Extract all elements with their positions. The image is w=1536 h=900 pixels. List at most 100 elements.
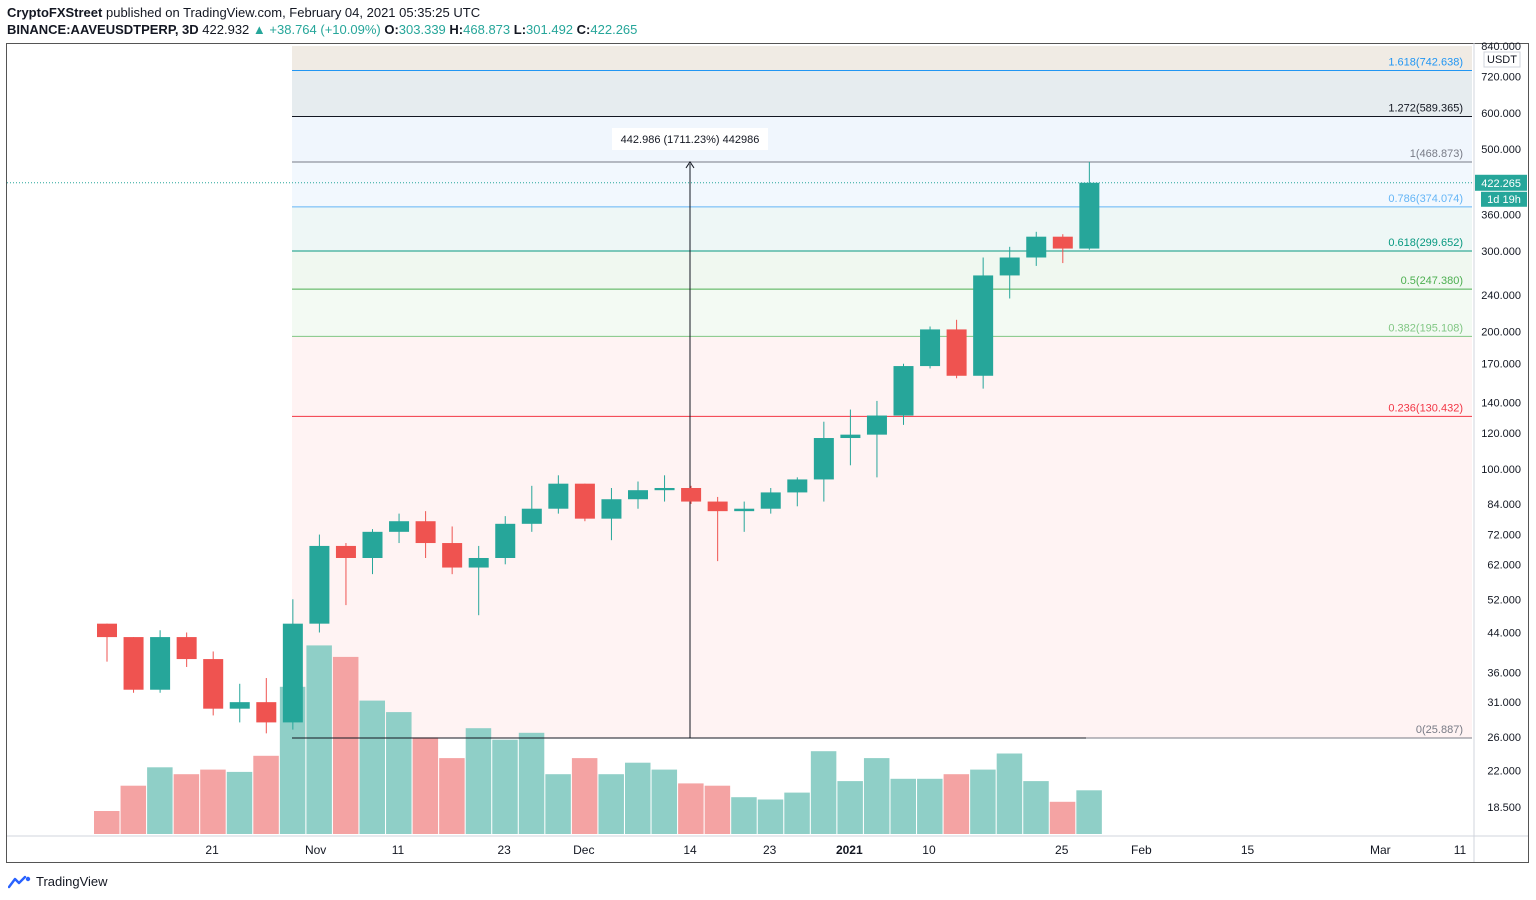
price-tick-label: 720.000 bbox=[1481, 72, 1521, 84]
tradingview-logo-icon bbox=[8, 875, 31, 888]
high-value: 468.873 bbox=[463, 22, 511, 37]
volume-bar bbox=[439, 758, 465, 834]
volume-bar bbox=[332, 656, 359, 834]
volume-bar bbox=[518, 732, 545, 834]
time-tick-label: Dec bbox=[573, 843, 594, 857]
time-tick-label: 23 bbox=[763, 843, 777, 857]
volume-bar bbox=[890, 778, 916, 834]
price-tick-label: 200.000 bbox=[1481, 326, 1521, 338]
fib-level-label: 0.382(195.108) bbox=[1388, 322, 1463, 334]
volume-bar bbox=[598, 774, 624, 834]
volume-bar bbox=[784, 792, 810, 834]
chart-frame[interactable] bbox=[6, 43, 1529, 863]
time-tick-label: 23 bbox=[497, 843, 511, 857]
fib-zone bbox=[292, 116, 1472, 162]
fib-level-label: 1.618(742.638) bbox=[1388, 56, 1463, 68]
candle-body bbox=[813, 438, 834, 480]
candle-body bbox=[123, 637, 144, 690]
time-tick-label: 15 bbox=[1241, 843, 1255, 857]
countdown-tag bbox=[1481, 191, 1527, 207]
fib-level-label: 0.5(247.380) bbox=[1401, 275, 1463, 287]
publisher-name[interactable]: CryptoFXStreet bbox=[7, 5, 103, 20]
open-label: O: bbox=[384, 22, 399, 37]
volume-bar bbox=[545, 774, 571, 834]
fib-level-label: 0(25.887) bbox=[1416, 724, 1463, 736]
candle-body bbox=[999, 257, 1020, 276]
candle-body bbox=[282, 623, 303, 723]
fib-level-label: 1(468.873) bbox=[1410, 148, 1463, 160]
candle-body bbox=[1052, 236, 1073, 249]
footer-branding: TradingView bbox=[8, 874, 108, 889]
volume-bar bbox=[412, 737, 439, 834]
measure-arrow bbox=[685, 161, 695, 169]
volume-bar bbox=[1049, 801, 1076, 834]
open-value: 303.339 bbox=[398, 22, 446, 37]
last-price-tag bbox=[1475, 174, 1527, 191]
candle-body bbox=[521, 508, 542, 524]
volume-bar bbox=[120, 785, 147, 834]
candle-body bbox=[1079, 182, 1100, 249]
volume-bar bbox=[625, 762, 651, 834]
candle-body bbox=[893, 366, 914, 416]
volume-bar bbox=[970, 769, 996, 834]
high-label: H: bbox=[449, 22, 464, 37]
price-tick-label: 360.000 bbox=[1481, 210, 1521, 222]
volume-bar bbox=[226, 771, 253, 834]
close-label: C: bbox=[576, 22, 591, 37]
volume-bar bbox=[571, 758, 598, 834]
price-tick-label: 52.000 bbox=[1487, 594, 1521, 606]
price-tick-label: 240.000 bbox=[1481, 290, 1521, 302]
volume-bar bbox=[810, 751, 837, 834]
volume-bar bbox=[492, 739, 518, 834]
candle-body bbox=[654, 487, 675, 491]
fib-level-label: 0.618(299.652) bbox=[1388, 237, 1463, 249]
price-tick-label: 170.000 bbox=[1481, 359, 1521, 371]
volume-bar bbox=[173, 774, 200, 834]
tradingview-brand[interactable]: TradingView bbox=[36, 874, 108, 889]
candle-body bbox=[734, 508, 755, 512]
fib-zone bbox=[292, 161, 1472, 207]
candle-body bbox=[415, 521, 436, 544]
volume-bar bbox=[359, 700, 385, 834]
price-tick-label: 840.000 bbox=[1481, 41, 1521, 53]
candle-body bbox=[840, 434, 861, 439]
volume-bar bbox=[1023, 781, 1049, 834]
price-tick-label: 31.000 bbox=[1487, 697, 1521, 709]
published-text: published on TradingView.com, February 0… bbox=[105, 5, 481, 20]
volume-bar bbox=[465, 728, 492, 834]
price-tick-label: 72.000 bbox=[1487, 530, 1521, 542]
last-price: 422.932 bbox=[202, 22, 250, 37]
time-tick-label: 14 bbox=[683, 843, 697, 857]
candle-body bbox=[176, 637, 197, 660]
volume-bar bbox=[1076, 790, 1102, 834]
candle-body bbox=[866, 415, 887, 435]
candle-body bbox=[256, 702, 277, 723]
fib-zone bbox=[292, 70, 1472, 117]
candle-body bbox=[946, 329, 967, 376]
candle-body bbox=[203, 659, 224, 709]
fib-level-label: 1.272(589.365) bbox=[1388, 102, 1463, 114]
symbol-info-row: BINANCE:AAVEUSDTPERP, 3D 422.932 ▲ +38.7… bbox=[7, 22, 637, 38]
currency-label: USDT bbox=[1487, 54, 1517, 66]
time-tick-label: 11 bbox=[1454, 843, 1467, 857]
price-tick-label: 26.000 bbox=[1487, 732, 1521, 744]
fib-zone bbox=[292, 289, 1472, 337]
fib-zone bbox=[292, 206, 1472, 251]
fib-zone bbox=[292, 416, 1472, 738]
volume-bar bbox=[917, 778, 943, 834]
volume-bar bbox=[253, 755, 279, 834]
last-price-tag-label: 422.265 bbox=[1481, 178, 1521, 190]
measure-label: 442.986 (1711.23%) 442986 bbox=[621, 134, 760, 146]
price-tick-label: 100.000 bbox=[1481, 464, 1521, 476]
price-tick-label: 44.000 bbox=[1487, 628, 1521, 640]
volume-bar bbox=[837, 781, 863, 834]
fib-level-label: 0.236(130.432) bbox=[1388, 402, 1463, 414]
candle-body bbox=[442, 543, 463, 568]
countdown-label: 1d 19h bbox=[1487, 194, 1521, 206]
price-tick-label: 22.000 bbox=[1487, 765, 1521, 777]
price-tick-label: 84.000 bbox=[1487, 499, 1521, 511]
volume-bar bbox=[200, 769, 226, 834]
candle-body bbox=[229, 702, 250, 709]
volume-bar bbox=[386, 712, 412, 834]
